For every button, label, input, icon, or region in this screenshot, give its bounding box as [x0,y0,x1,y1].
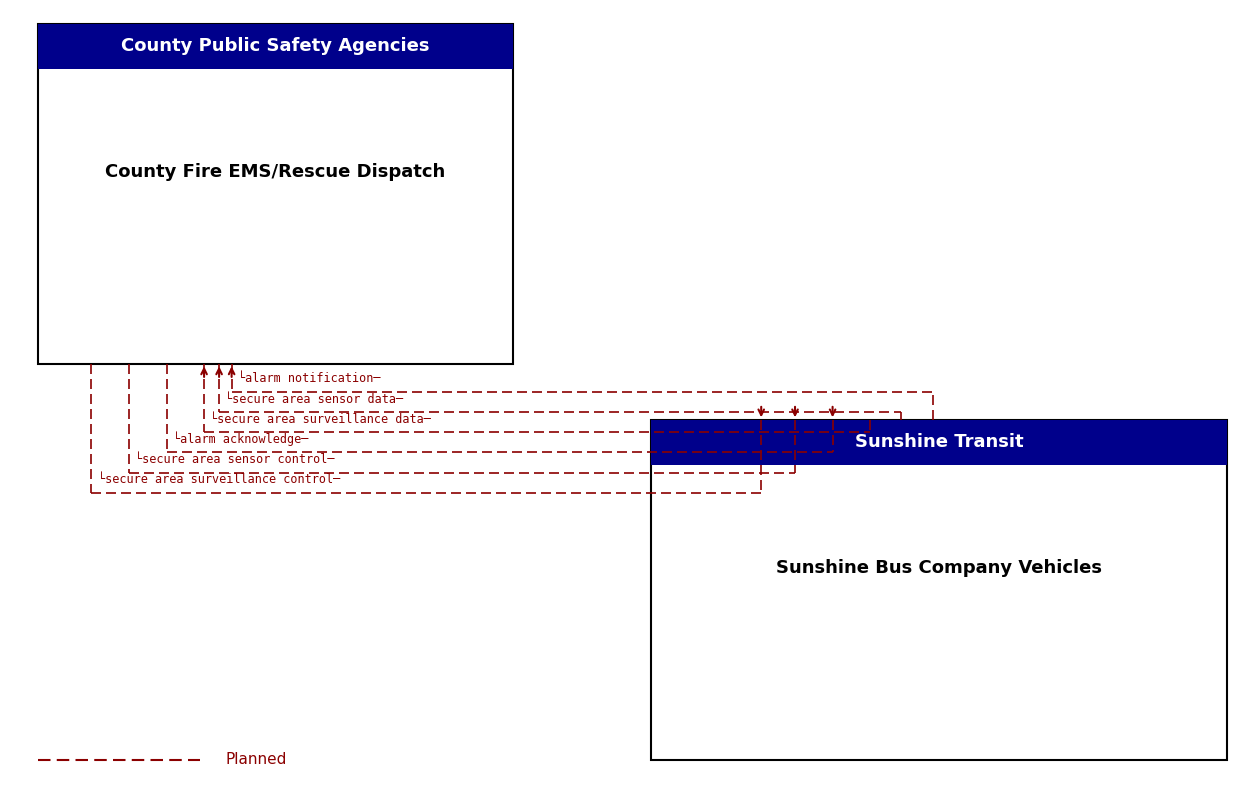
Text: └alarm notification─: └alarm notification─ [238,372,381,385]
Text: └secure area sensor data─: └secure area sensor data─ [225,393,403,406]
FancyBboxPatch shape [38,24,513,364]
Text: └alarm acknowledge─: └alarm acknowledge─ [173,431,308,446]
Text: County Fire EMS/Rescue Dispatch: County Fire EMS/Rescue Dispatch [105,163,446,181]
Text: Sunshine Transit: Sunshine Transit [855,433,1023,452]
FancyBboxPatch shape [651,420,1227,465]
Text: └secure area surveillance control─: └secure area surveillance control─ [98,473,339,486]
FancyBboxPatch shape [651,420,1227,760]
Text: County Public Safety Agencies: County Public Safety Agencies [121,37,429,56]
Text: └secure area sensor control─: └secure area sensor control─ [135,453,334,466]
Text: └secure area surveillance data─: └secure area surveillance data─ [210,413,431,426]
Text: Planned: Planned [225,752,287,767]
Text: Sunshine Bus Company Vehicles: Sunshine Bus Company Vehicles [776,559,1102,577]
FancyBboxPatch shape [38,24,513,69]
